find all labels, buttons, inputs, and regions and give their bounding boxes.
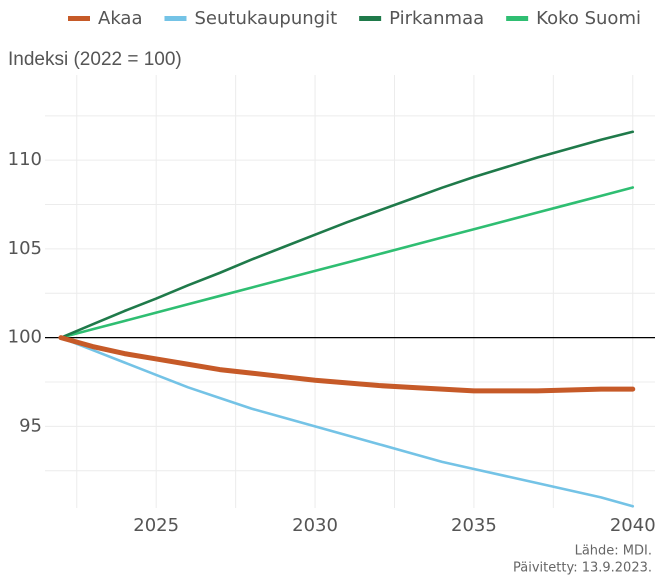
y-tick-label: 95: [19, 415, 42, 436]
x-tick-label: 2030: [292, 515, 338, 536]
legend-label: Koko Suomi: [536, 8, 641, 29]
legend-label: Seutukaupungit: [194, 8, 337, 29]
legend-label: Akaa: [98, 8, 142, 29]
legend-swatch: [506, 16, 529, 21]
source: Lähde: MDI.: [575, 544, 652, 559]
legend-swatch: [164, 16, 187, 21]
legend-swatch: [68, 16, 90, 21]
y-tick-label: 110: [8, 149, 42, 170]
series-line: [59, 336, 635, 508]
x-tick-label: 2035: [451, 515, 497, 536]
series-line: [59, 186, 635, 339]
y-axis-label: Indeksi (2022 = 100): [8, 49, 182, 70]
x-tick-label: 2025: [133, 515, 179, 536]
legend-swatch: [359, 16, 382, 21]
y-tick-label: 100: [8, 327, 42, 348]
series-line: [59, 130, 635, 339]
series-line: [58, 335, 636, 394]
updated: Päivitetty: 13.9.2023.: [513, 561, 652, 576]
x-tick-label: 2040: [610, 515, 656, 536]
y-tick-label: 105: [8, 238, 42, 259]
legend-label: Pirkanmaa: [389, 8, 484, 29]
